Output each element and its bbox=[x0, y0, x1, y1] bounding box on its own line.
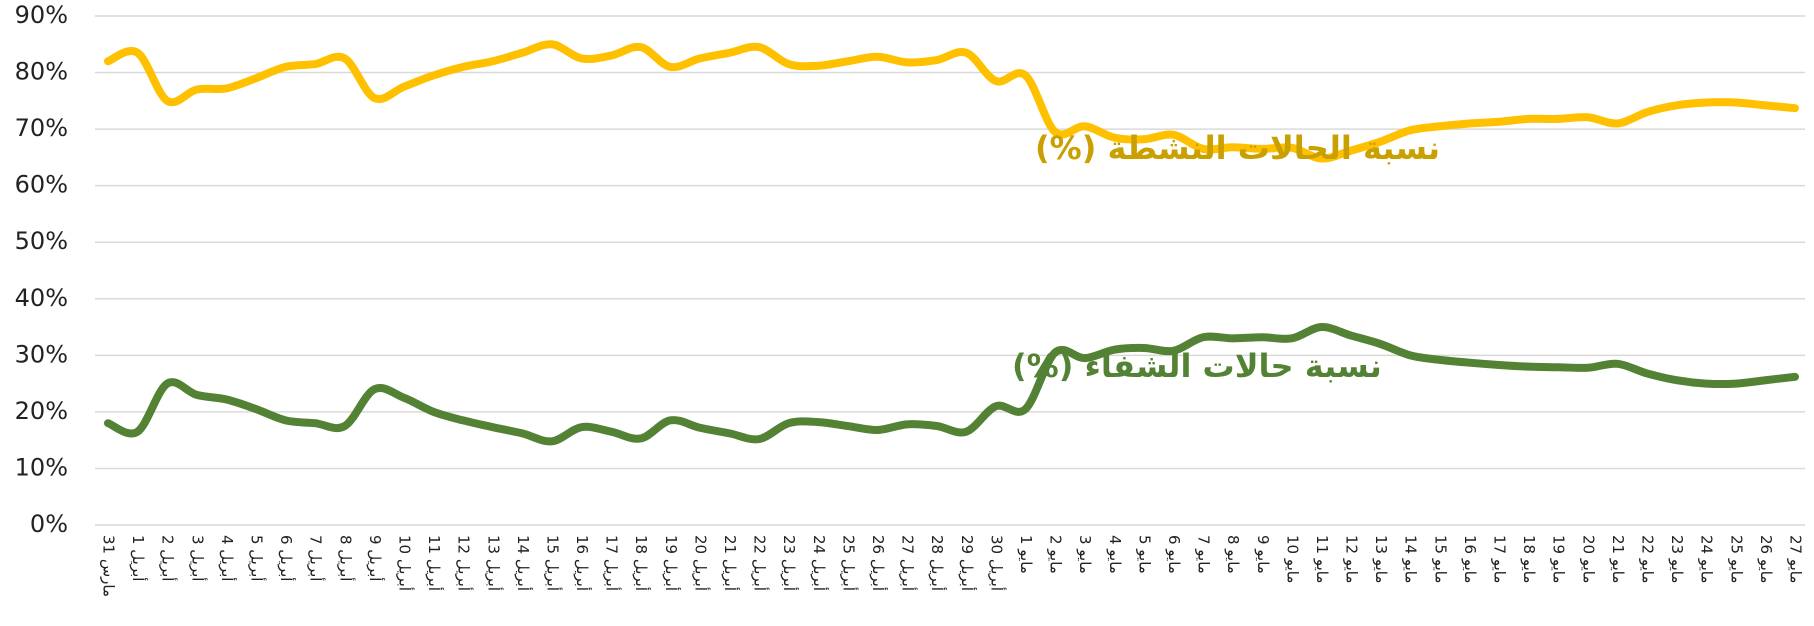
x-tick-label: 22 أبريل bbox=[751, 535, 770, 591]
x-tick-label: 20 مايو bbox=[1579, 535, 1597, 583]
x-tick-label: 6 مايو bbox=[1165, 535, 1183, 574]
y-tick-label: 0% bbox=[30, 510, 68, 538]
x-tick-label: 2 أبريل bbox=[159, 535, 178, 581]
x-tick-label: 31 مارس bbox=[100, 535, 118, 597]
x-tick-label: 26 أبريل bbox=[869, 535, 888, 591]
x-tick-label: 10 مايو bbox=[1283, 535, 1301, 583]
x-tick-label: 5 أبريل bbox=[247, 535, 266, 581]
x-tick-label: 24 أبريل bbox=[810, 535, 829, 591]
x-tick-label: 8 أبريل bbox=[336, 535, 355, 581]
x-tick-label: 24 مايو bbox=[1698, 535, 1716, 583]
series-label: نسبة حالات الشفاء (%) bbox=[1012, 347, 1382, 385]
x-tick-label: 4 مايو bbox=[1106, 535, 1124, 574]
x-tick-label: 28 أبريل bbox=[928, 535, 947, 591]
x-tick-label: 17 مايو bbox=[1491, 535, 1509, 583]
x-tick-label: 30 أبريل bbox=[987, 535, 1006, 591]
y-tick-label: 60% bbox=[15, 171, 68, 199]
series-line bbox=[104, 323, 1799, 446]
series-label: نسبة الحالات النشطة (%) bbox=[1035, 129, 1440, 167]
x-tick-label: 21 مايو bbox=[1609, 535, 1627, 583]
x-tick-label: 3 مايو bbox=[1076, 535, 1094, 574]
x-tick-label: 13 أبريل bbox=[484, 535, 503, 591]
x-tick-label: 10 أبريل bbox=[395, 535, 414, 591]
x-tick-label: 20 أبريل bbox=[691, 535, 710, 591]
x-tick-label: 23 مايو bbox=[1668, 535, 1686, 583]
x-tick-label: 26 مايو bbox=[1757, 535, 1775, 583]
x-tick-label: 14 مايو bbox=[1402, 535, 1420, 583]
x-tick-label: 22 مايو bbox=[1639, 535, 1657, 583]
x-tick-label: 7 مايو bbox=[1195, 535, 1213, 574]
x-tick-label: 25 مايو bbox=[1727, 535, 1745, 583]
x-tick-label: 19 مايو bbox=[1550, 535, 1568, 583]
x-tick-label: 3 أبريل bbox=[188, 535, 207, 581]
y-tick-label: 30% bbox=[15, 340, 68, 368]
x-tick-label: 15 مايو bbox=[1431, 535, 1449, 583]
x-tick-label: 27 أبريل bbox=[899, 535, 918, 591]
x-tick-label: 7 أبريل bbox=[307, 535, 326, 581]
x-tick-label: 6 أبريل bbox=[277, 535, 296, 581]
x-tick-label: 18 أبريل bbox=[632, 535, 651, 591]
x-tick-label: 4 أبريل bbox=[218, 535, 237, 581]
y-tick-label: 40% bbox=[15, 284, 68, 312]
y-tick-label: 80% bbox=[15, 58, 68, 86]
x-tick-label: 12 مايو bbox=[1343, 535, 1361, 583]
x-tick-label: 1 مايو bbox=[1017, 535, 1035, 574]
y-tick-label: 10% bbox=[15, 453, 68, 481]
x-tick-label: 16 مايو bbox=[1461, 535, 1479, 583]
x-tick-label: 27 مايو bbox=[1787, 535, 1805, 583]
x-tick-label: 11 مايو bbox=[1313, 535, 1331, 583]
x-tick-label: 29 أبريل bbox=[958, 535, 977, 591]
y-tick-label: 50% bbox=[15, 227, 68, 255]
x-tick-label: 25 أبريل bbox=[839, 535, 858, 591]
x-tick-label: 8 مايو bbox=[1224, 535, 1242, 574]
x-tick-label: 2 مايو bbox=[1047, 535, 1065, 574]
x-tick-label: 11 أبريل bbox=[425, 535, 444, 591]
x-tick-label: 18 مايو bbox=[1520, 535, 1538, 583]
x-tick-label: 5 مايو bbox=[1135, 535, 1153, 574]
x-tick-label: 21 أبريل bbox=[721, 535, 740, 591]
x-tick-label: 12 أبريل bbox=[455, 535, 474, 591]
x-tick-label: 9 مايو bbox=[1254, 535, 1272, 574]
y-tick-label: 90% bbox=[15, 1, 68, 29]
x-tick-label: 1 أبريل bbox=[129, 535, 148, 581]
x-tick-label: 16 أبريل bbox=[573, 535, 592, 591]
x-tick-label: 19 أبريل bbox=[662, 535, 681, 591]
x-tick-label: 15 أبريل bbox=[543, 535, 562, 591]
series-line bbox=[104, 40, 1799, 163]
x-tick-label: 14 أبريل bbox=[514, 535, 533, 591]
x-tick-label: 23 أبريل bbox=[780, 535, 799, 591]
y-tick-label: 20% bbox=[15, 397, 68, 425]
y-tick-label: 70% bbox=[15, 114, 68, 142]
x-tick-label: 13 مايو bbox=[1372, 535, 1390, 583]
x-tick-label: 17 أبريل bbox=[603, 535, 622, 591]
x-tick-label: 9 أبريل bbox=[366, 535, 385, 581]
